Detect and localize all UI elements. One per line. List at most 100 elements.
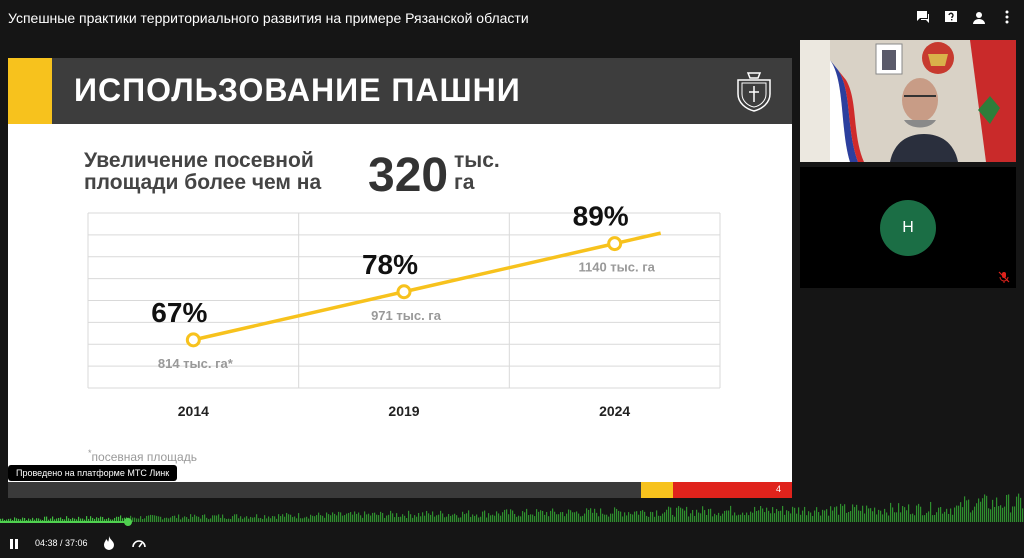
- pause-icon[interactable]: [8, 537, 20, 551]
- waveform-bar: [138, 518, 140, 522]
- lead-text: Увеличение посевной площади более чем на: [84, 150, 321, 194]
- waveform-bar: [204, 514, 206, 522]
- waveform-bar: [154, 515, 156, 522]
- waveform-bar: [698, 512, 700, 522]
- webinar-title: Успешные практики территориального разви…: [8, 10, 529, 26]
- waveform-bar: [908, 504, 910, 522]
- waveform-bar: [284, 516, 286, 522]
- waveform-bar: [616, 508, 618, 522]
- waveform-bar: [564, 516, 566, 522]
- waveform-bar: [222, 514, 224, 522]
- waveform-bar: [510, 509, 512, 522]
- waveform-bar: [734, 512, 736, 522]
- waveform-bar: [934, 514, 936, 522]
- waveform-bar: [384, 517, 386, 522]
- waveform-bar: [46, 516, 48, 522]
- participant-tile[interactable]: Н: [800, 167, 1016, 288]
- waveform-bar: [798, 507, 800, 522]
- playback-timeline[interactable]: [0, 484, 1024, 528]
- waveform-bar: [382, 512, 384, 522]
- slide-header: ИСПОЛЬЗОВАНИЕ ПАШНИ: [8, 58, 792, 124]
- data-point-2014: [185, 332, 201, 348]
- waveform-bar: [374, 512, 376, 522]
- waveform-bar: [644, 511, 646, 522]
- waveform-bar: [14, 517, 16, 522]
- chat-icon[interactable]: [916, 9, 930, 25]
- question-icon[interactable]: [944, 9, 958, 25]
- waveform-bar: [288, 514, 290, 522]
- waveform-bar: [50, 518, 52, 522]
- data-point-2024: [607, 236, 623, 252]
- waveform-bar: [426, 510, 428, 522]
- waveform-bar: [582, 515, 584, 522]
- waveform-bar: [330, 515, 332, 522]
- waveform-bar: [972, 510, 974, 522]
- waveform-bar: [148, 515, 150, 522]
- person-icon[interactable]: [972, 9, 986, 25]
- waveform-bar: [708, 509, 710, 522]
- waveform-bar: [668, 506, 670, 522]
- waveform-bar: [766, 507, 768, 522]
- speaker-video[interactable]: [800, 40, 1016, 162]
- waveform-bar: [290, 514, 292, 522]
- waveform-bar: [478, 517, 480, 522]
- lead-line-2: площади более чем на: [84, 171, 322, 194]
- waveform-bar: [344, 515, 346, 522]
- waveform-bar: [376, 514, 378, 522]
- waveform-bar: [98, 518, 100, 522]
- waveform-bar: [156, 515, 158, 522]
- waveform-bar: [202, 515, 204, 522]
- waveform-bar: [580, 516, 582, 522]
- waveform-bar: [230, 519, 232, 522]
- waveform-bar: [586, 508, 588, 522]
- waveform-bar: [418, 513, 420, 522]
- waveform-bar: [88, 518, 90, 522]
- waveform-bar: [812, 515, 814, 522]
- waveform-bar: [910, 514, 912, 522]
- waveform-bar: [658, 515, 660, 522]
- waveform-bar: [308, 518, 310, 522]
- waveform-bar: [152, 515, 154, 522]
- waveform-bar: [130, 515, 132, 522]
- waveform-bar: [1012, 506, 1014, 522]
- waveform-bar: [42, 519, 44, 522]
- waveform-bar: [122, 518, 124, 522]
- waveform-bar: [38, 518, 40, 522]
- waveform-bar: [6, 519, 8, 522]
- waveform-bar: [470, 516, 472, 522]
- waveform-bar: [774, 513, 776, 522]
- waveform-bar: [428, 513, 430, 522]
- waveform-bar: [362, 517, 364, 522]
- playback-speed-icon[interactable]: [131, 536, 147, 550]
- waveform-bar: [594, 508, 596, 522]
- waveform-bar: [182, 517, 184, 522]
- waveform-bar: [1006, 494, 1008, 522]
- waveform-bar: [62, 518, 64, 522]
- waveform-bar: [0, 518, 2, 522]
- waveform-bar: [646, 515, 648, 522]
- waveform-bar: [604, 514, 606, 522]
- waveform-bar: [630, 513, 632, 522]
- playback-scrubber-handle[interactable]: [124, 518, 132, 526]
- waveform-bar: [900, 512, 902, 522]
- waveform-bar: [512, 510, 514, 522]
- waveform-bar: [480, 516, 482, 522]
- waveform-bar: [1016, 496, 1018, 522]
- waveform-bar: [944, 511, 946, 522]
- waveform-bar: [866, 505, 868, 522]
- fire-icon[interactable]: [103, 535, 115, 551]
- waveform-bar: [28, 518, 30, 522]
- waveform-bar: [982, 498, 984, 522]
- waveform-bar: [232, 516, 234, 522]
- waveform-bar: [176, 518, 178, 522]
- waveform-bar: [452, 514, 454, 522]
- waveform-bar: [458, 517, 460, 522]
- waveform-bar: [666, 509, 668, 522]
- waveform-bar: [778, 511, 780, 522]
- waveform-bar: [764, 512, 766, 522]
- waveform-bar: [738, 514, 740, 522]
- waveform-bar: [556, 514, 558, 522]
- waveform-bar: [730, 505, 732, 522]
- waveform-bar: [802, 510, 804, 522]
- more-vertical-icon[interactable]: [1000, 9, 1014, 25]
